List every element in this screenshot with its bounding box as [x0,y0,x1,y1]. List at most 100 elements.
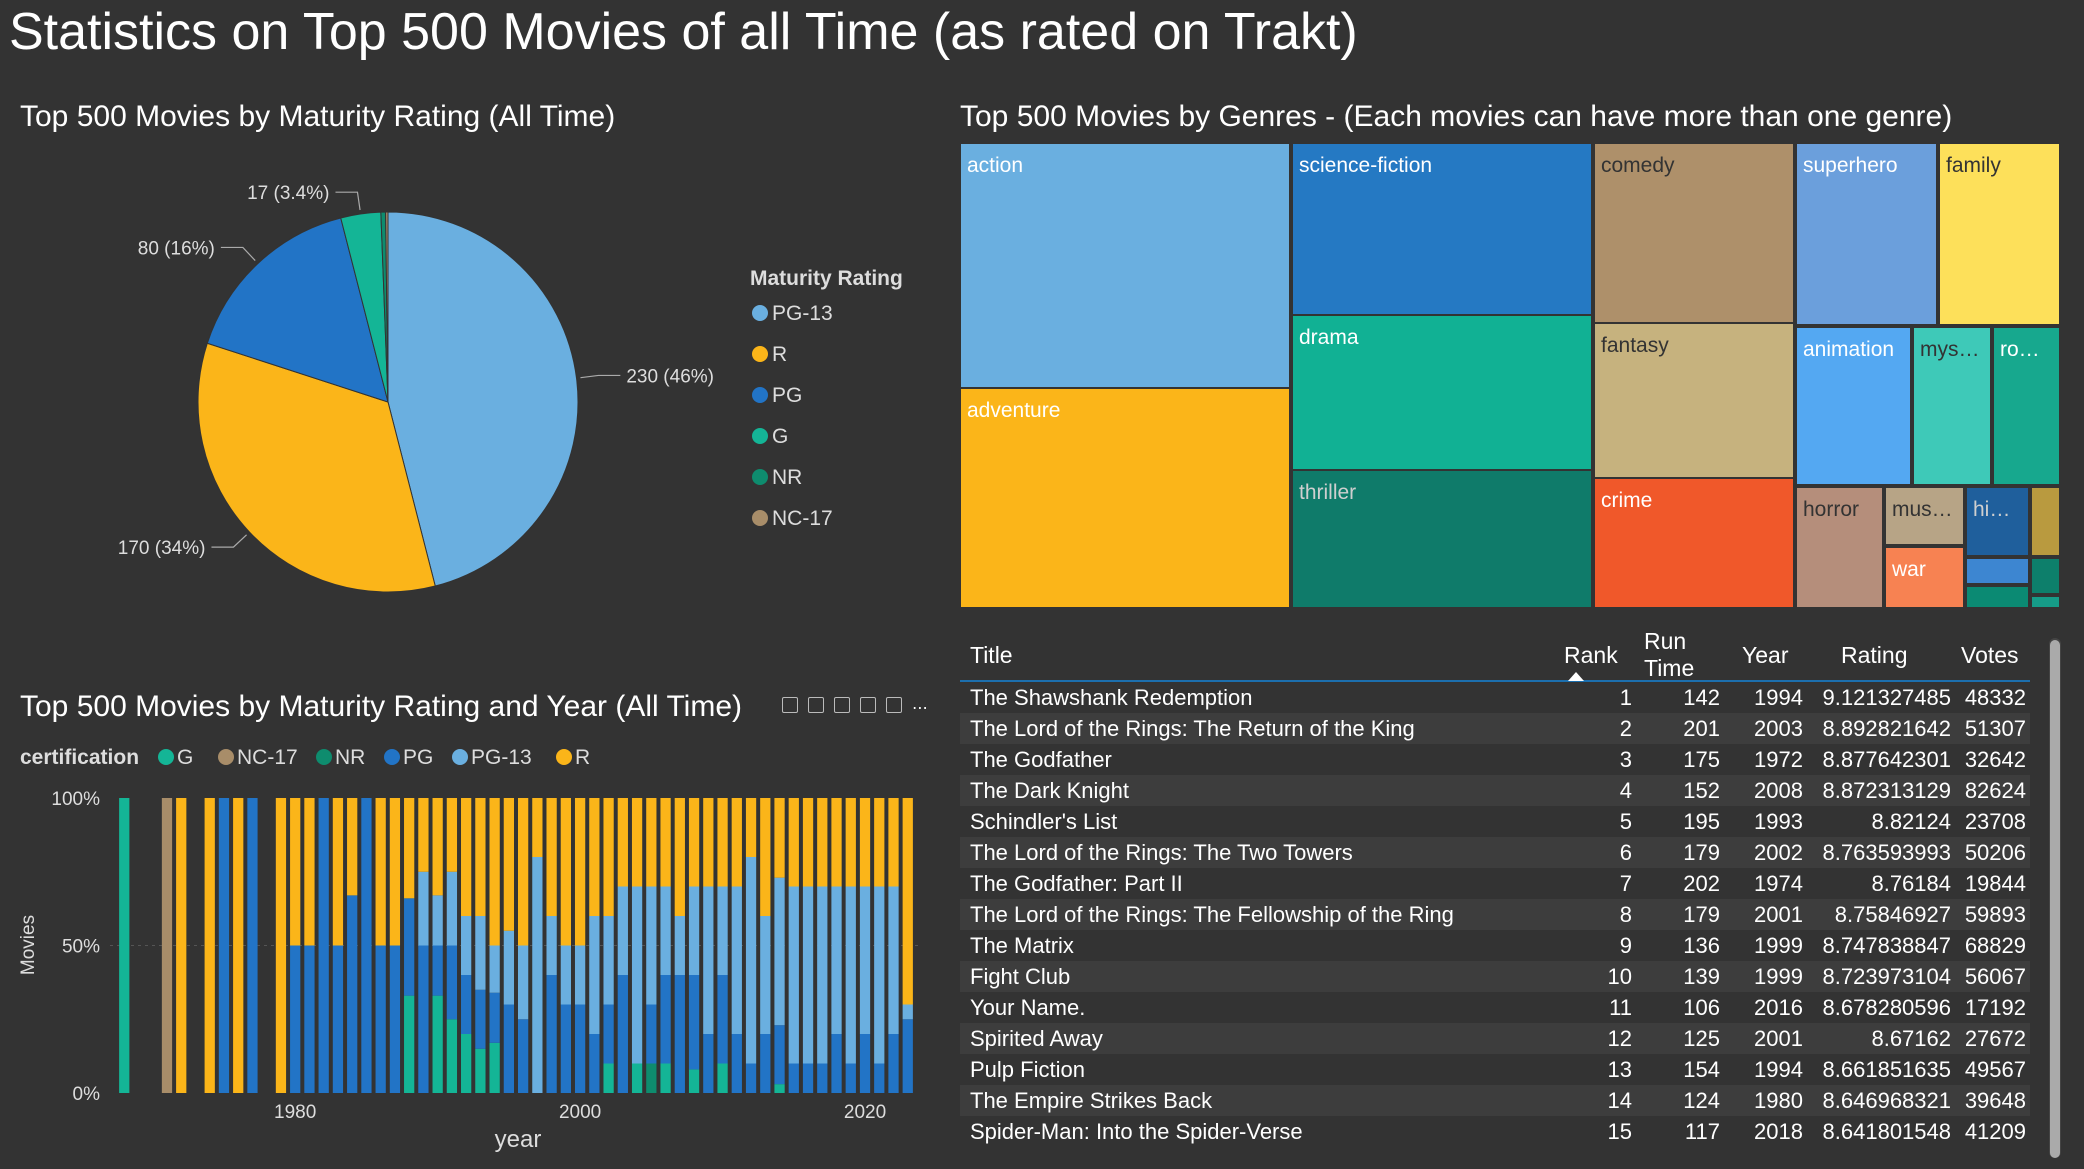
table-row[interactable]: The Dark Knight 4 152 2008 8.872313129 82624 [960,775,2030,806]
bar-segment-2008-pg-13[interactable] [688,886,700,976]
header-year[interactable]: Year [1742,641,1789,668]
bar-segment-2020-pg[interactable] [859,1034,871,1093]
bar-segment-2015-r[interactable] [788,798,799,887]
bar-segment-2017-pg[interactable] [817,1063,828,1094]
bar-segment-1999-pg-13[interactable] [560,945,571,1005]
bar-segment-2019-r[interactable] [845,798,856,887]
bar-segment-1992-g[interactable] [461,1034,472,1093]
treemap-tile-drama[interactable] [1291,314,1593,471]
bar-segment-2008-r[interactable] [688,798,700,887]
bar-segment-1999-pg[interactable] [560,1004,571,1094]
bar-segment-1983-pg[interactable] [332,945,344,1094]
bar-segment-2022-pg-13[interactable] [888,886,899,1035]
header-rating[interactable]: Rating [1841,641,1908,668]
bar-segment-2002-pg[interactable] [603,1004,614,1064]
bar-segment-1984-r[interactable] [347,798,358,896]
treemap-tile-other[interactable] [2030,595,2061,608]
bar-segment-1980-pg[interactable] [290,945,301,1094]
bar-segment-2004-g[interactable] [631,1063,643,1094]
table-row[interactable]: Spider-Man: Into the Spider-Verse 15 117 20… [960,1116,2030,1147]
bar-segment-1992-pg[interactable] [461,975,472,1034]
copy-icon[interactable] [808,697,824,713]
bar-segment-2009-pg-13[interactable] [703,886,714,1035]
treemap-tile-music[interactable] [1884,486,1965,546]
bar-segment-1999-r[interactable] [560,798,571,946]
bar-segment-2016-pg-13[interactable] [802,886,814,1064]
bar-segment-2020-r[interactable] [859,798,871,887]
bar-segment-2016-pg[interactable] [802,1063,814,1094]
treemap-tile-western[interactable] [2030,486,2061,557]
pie-legend-label[interactable]: PG [772,384,802,407]
table-row[interactable]: The Empire Strikes Back 14 124 1980 8.646968… [960,1085,2030,1116]
bar-segment-2013-pg-13[interactable] [760,916,771,1034]
bar-segment-1989-pg-13[interactable] [418,871,429,946]
bar-segment-2001-r[interactable] [589,798,600,916]
bar-segment-2008-pg[interactable] [688,975,700,1070]
bar-segment-2006-pg-13[interactable] [660,886,671,976]
bar-segment-2023-pg-13[interactable] [902,1004,913,1020]
bar-segment-2014-pg-13[interactable] [774,877,785,1026]
header-votes[interactable]: Votes [1961,641,2019,668]
bar-segment-2005-nr[interactable] [646,1063,657,1094]
bar-segment-1981-r[interactable] [304,798,315,946]
bar-segment-2006-g[interactable] [660,1063,671,1094]
pie-slice-pg-13[interactable] [387,211,579,587]
bar-segment-2002-r[interactable] [603,798,614,916]
table-row[interactable]: The Shawshank Redemption 1 142 1994 9.121327… [960,682,2030,713]
bar-segment-2021-pg-13[interactable] [874,886,885,1064]
table-row[interactable]: The Lord of the Rings: The Return of the… [960,713,2030,744]
bar-segment-2021-pg[interactable] [874,1063,885,1094]
bar-legend-label[interactable]: G [177,746,193,769]
bar-segment-2010-r[interactable] [717,798,728,887]
bar-segment-2002-pg-13[interactable] [603,916,614,1005]
bar-segment-2009-r[interactable] [703,798,714,887]
bar-segment-1983-r[interactable] [332,798,344,946]
filter-icon[interactable] [860,697,876,713]
bar-segment-1991-g[interactable] [446,1019,458,1093]
bar-segment-1990-g[interactable] [432,995,443,1093]
bar-segment-1991-r[interactable] [446,798,458,872]
bar-segment-1972-r[interactable] [176,798,187,1093]
table-row[interactable]: The Lord of the Rings: The Two Towers 6 17… [960,837,2030,868]
bar-segment-1997-pg-13[interactable] [532,857,543,1093]
bar-segment-2023-pg[interactable] [902,1019,913,1093]
bar-segment-1990-pg-13[interactable] [432,895,443,946]
more-options-icon[interactable]: ⋯ [912,700,928,717]
bar-segment-1991-pg[interactable] [446,945,458,1020]
bar-segment-2008-g[interactable] [688,1069,700,1093]
table-row[interactable]: Pulp Fiction 13 154 1994 8.661851635 49567 [960,1054,2030,1085]
pie-legend-label[interactable]: PG-13 [772,302,833,325]
bar-legend-label[interactable]: R [575,746,590,769]
bar-segment-2003-pg[interactable] [617,975,628,1093]
bar-segment-2009-pg[interactable] [703,1034,714,1093]
treemap-tile-action[interactable] [960,143,1291,389]
bar-segment-1993-pg[interactable] [475,989,486,1049]
bar-segment-1994-g[interactable] [489,1042,500,1093]
bar-segment-2014-r[interactable] [774,798,785,878]
bar-segment-2012-r[interactable] [745,798,757,857]
table-row[interactable]: The Matrix 9 136 1999 8.747838847 68829 [960,930,2030,961]
bar-segment-1971-nc-17[interactable] [161,798,173,1093]
bar-segment-1993-r[interactable] [475,798,486,916]
bar-segment-2010-g[interactable] [717,1063,728,1094]
treemap-tile-crime[interactable] [1593,477,1795,608]
bar-segment-1975-pg[interactable] [218,798,230,1093]
bar-legend-label[interactable]: NR [335,746,365,769]
pie-slice-nc-17[interactable] [385,211,389,403]
bar-segment-1995-pg-13[interactable] [503,930,515,1005]
pie-legend-label[interactable]: R [772,343,787,366]
bar-segment-1994-pg-13[interactable] [489,945,500,993]
header-run-time[interactable]: Run Time [1644,628,1695,681]
bar-segment-1994-pg[interactable] [489,992,500,1043]
bar-segment-2019-pg[interactable] [845,1063,856,1094]
focus-mode-icon[interactable] [886,697,902,713]
table-row[interactable]: The Lord of the Rings: The Fellowship of… [960,899,2030,930]
bar-segment-2006-pg[interactable] [660,975,671,1064]
table-scrollbar-thumb[interactable] [2050,640,2060,1158]
bar-segment-1982-pg[interactable] [318,798,329,1093]
bar-segment-2020-pg-13[interactable] [859,886,871,1035]
bar-segment-2005-r[interactable] [646,798,657,887]
bar-segment-1989-r[interactable] [418,798,429,872]
treemap-tile-adventure[interactable] [960,387,1291,608]
bar-segment-2011-pg[interactable] [731,1034,742,1093]
